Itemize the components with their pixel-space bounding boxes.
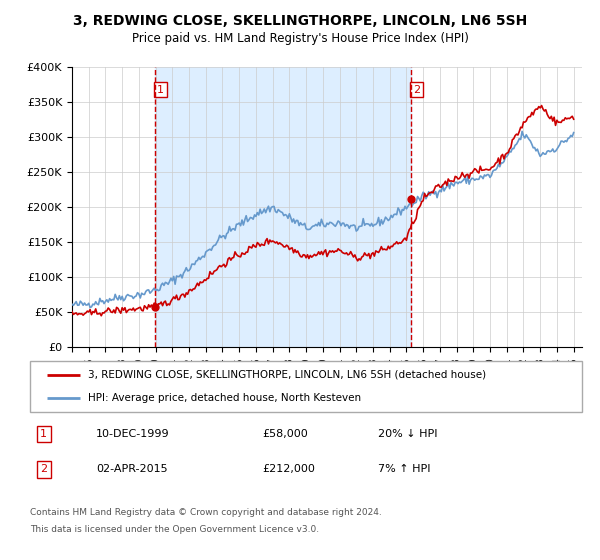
Text: This data is licensed under the Open Government Licence v3.0.: This data is licensed under the Open Gov…: [30, 525, 319, 534]
Text: 7% ↑ HPI: 7% ↑ HPI: [378, 464, 430, 474]
Text: 10-DEC-1999: 10-DEC-1999: [96, 429, 170, 439]
Text: 1: 1: [157, 85, 164, 95]
Text: 02-APR-2015: 02-APR-2015: [96, 464, 168, 474]
Text: Contains HM Land Registry data © Crown copyright and database right 2024.: Contains HM Land Registry data © Crown c…: [30, 508, 382, 517]
Text: Price paid vs. HM Land Registry's House Price Index (HPI): Price paid vs. HM Land Registry's House …: [131, 32, 469, 45]
Text: 20% ↓ HPI: 20% ↓ HPI: [378, 429, 437, 439]
Text: £58,000: £58,000: [262, 429, 308, 439]
FancyBboxPatch shape: [30, 361, 582, 412]
Text: £212,000: £212,000: [262, 464, 315, 474]
Text: 1: 1: [40, 429, 47, 439]
Text: 2: 2: [40, 464, 47, 474]
Text: HPI: Average price, detached house, North Kesteven: HPI: Average price, detached house, Nort…: [88, 393, 361, 403]
Text: 2: 2: [413, 85, 420, 95]
Text: 3, REDWING CLOSE, SKELLINGTHORPE, LINCOLN, LN6 5SH (detached house): 3, REDWING CLOSE, SKELLINGTHORPE, LINCOL…: [88, 370, 486, 380]
Text: 3, REDWING CLOSE, SKELLINGTHORPE, LINCOLN, LN6 5SH: 3, REDWING CLOSE, SKELLINGTHORPE, LINCOL…: [73, 14, 527, 28]
Bar: [155, 67, 410, 347]
